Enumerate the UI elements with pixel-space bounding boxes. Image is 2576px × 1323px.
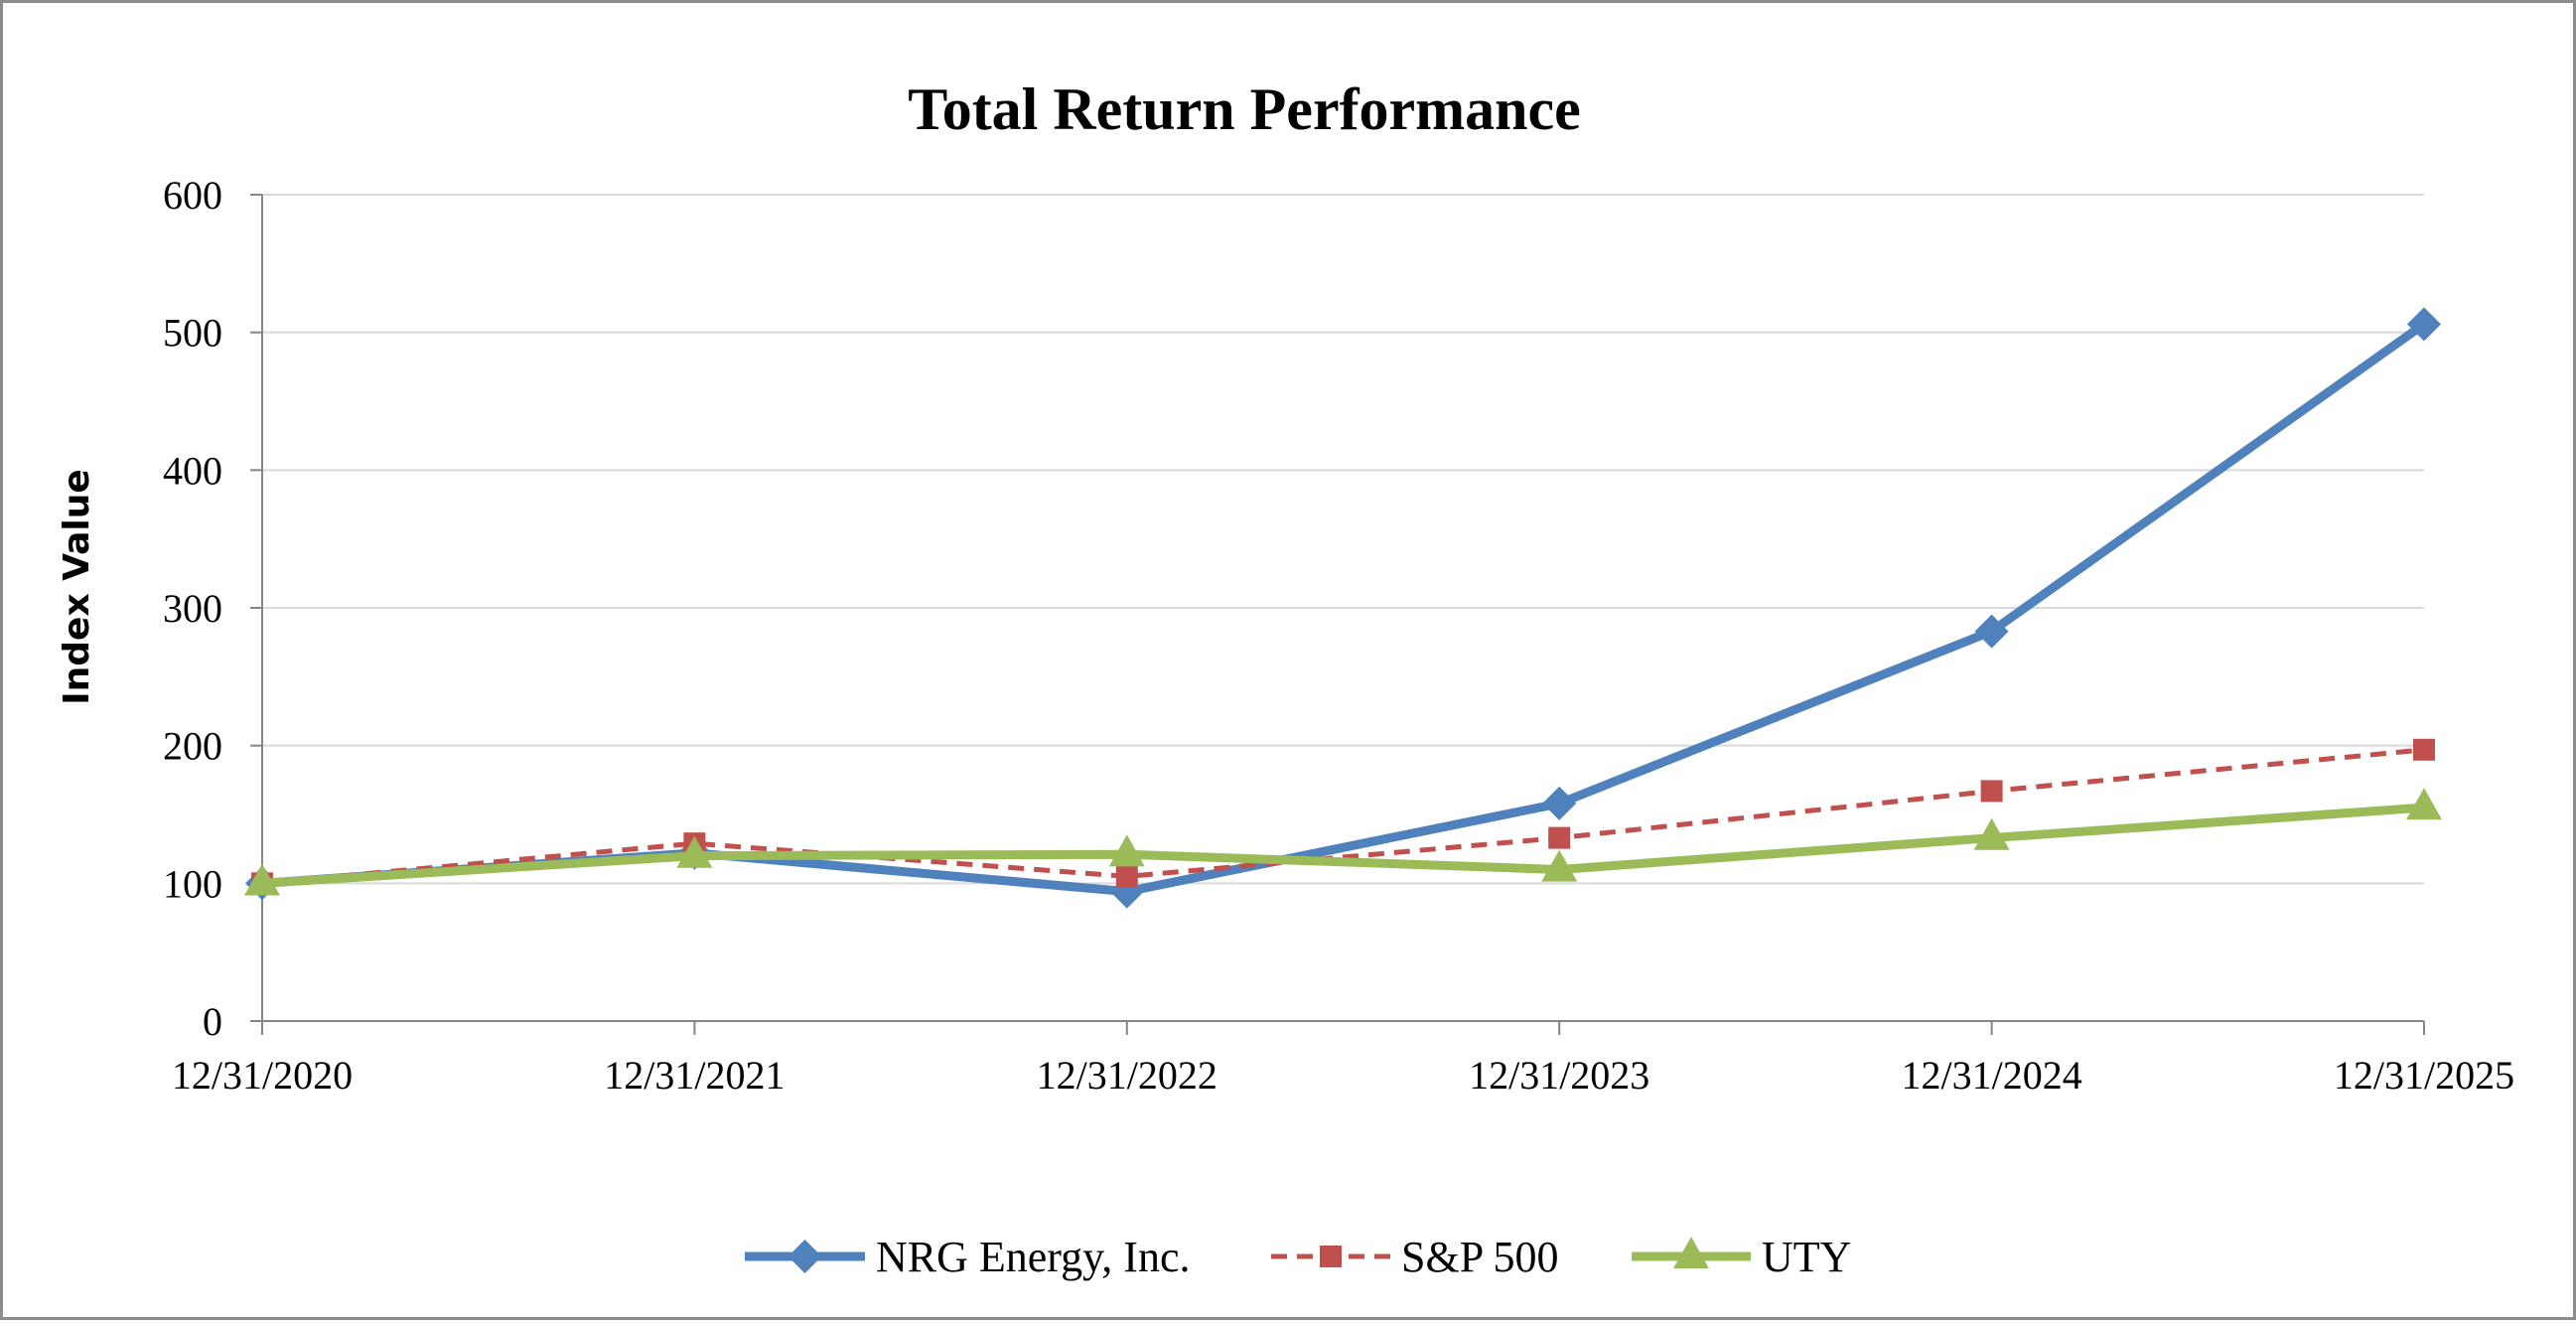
tick-labels: 0 100 200 300 400 500 600 12/31/2020 12/31/2021 1… xyxy=(163,173,2514,1098)
gridlines xyxy=(262,194,2424,885)
data-point xyxy=(1115,865,1138,888)
x-tick-label: 12/31/2025 xyxy=(2334,1053,2514,1098)
y-tick-label: 0 xyxy=(203,999,222,1044)
y-tick-label: 100 xyxy=(163,861,222,906)
data-point xyxy=(676,835,713,868)
data-point xyxy=(2407,307,2441,342)
line-chart: Total Return Performance Index Value 0 10… xyxy=(57,76,2514,1281)
legend-item: NRG Energy, Inc. xyxy=(745,1233,1191,1281)
legend-marker xyxy=(1320,1246,1342,1267)
x-tick-label: 12/31/2023 xyxy=(1469,1053,1649,1098)
y-tick-label: 400 xyxy=(163,448,222,493)
data-point xyxy=(244,863,280,896)
chart-title: Total Return Performance xyxy=(908,76,1581,142)
series-line xyxy=(261,803,2425,888)
x-tick-label: 12/31/2021 xyxy=(604,1053,785,1098)
y-tick-label: 500 xyxy=(163,311,222,356)
y-tick-label: 200 xyxy=(163,724,222,769)
series-2 xyxy=(244,788,2442,896)
legend-marker xyxy=(1673,1237,1709,1269)
legend-item: S&P 500 xyxy=(1271,1233,1559,1281)
x-tick-label: 12/31/2022 xyxy=(1037,1053,1217,1098)
legend-label: S&P 500 xyxy=(1401,1233,1559,1281)
data-point xyxy=(1541,849,1578,882)
legend-label: NRG Energy, Inc. xyxy=(876,1233,1191,1281)
y-axis-label: Index Value xyxy=(57,469,97,705)
legend-label: UTY xyxy=(1762,1233,1851,1281)
data-point xyxy=(1973,817,2010,850)
axes xyxy=(250,194,2425,1035)
data-point xyxy=(2413,738,2435,761)
data-point xyxy=(1548,826,1571,849)
legend: NRG Energy, Inc. S&P 500 UTY xyxy=(745,1233,1851,1281)
series-lines xyxy=(244,307,2442,909)
x-tick-label: 12/31/2024 xyxy=(1901,1053,2081,1098)
legend-item: UTY xyxy=(1632,1233,1851,1281)
series-line xyxy=(261,747,2425,886)
data-point xyxy=(1974,614,2009,649)
data-point xyxy=(1108,834,1145,867)
data-point xyxy=(1980,780,2003,803)
x-tick-label: 12/31/2020 xyxy=(172,1053,353,1098)
series-1 xyxy=(251,738,2435,895)
legend-marker xyxy=(787,1240,822,1273)
data-point xyxy=(1542,786,1577,820)
y-tick-label: 600 xyxy=(163,173,222,218)
data-point xyxy=(2406,788,2442,820)
y-tick-label: 300 xyxy=(163,586,222,631)
